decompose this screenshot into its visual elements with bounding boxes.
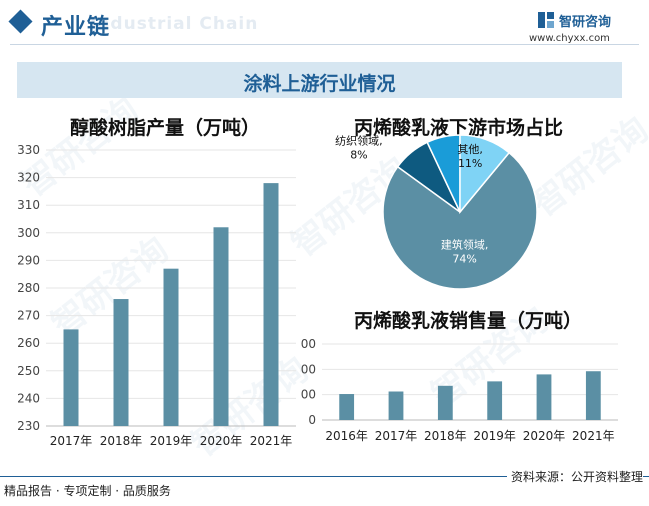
- pie-slice-label: 建筑领域,: [441, 238, 489, 252]
- footer-divider: [0, 476, 649, 477]
- y-tick-label: 400: [300, 362, 316, 376]
- y-tick-label: 310: [17, 198, 40, 212]
- y-tick-label: 200: [300, 388, 316, 402]
- y-tick-label: 260: [17, 336, 40, 350]
- resin-chart-title: 醇酸树脂产量（万吨）: [70, 117, 261, 139]
- y-tick-label: 230: [17, 419, 40, 433]
- x-tick-label: 2017年: [50, 434, 93, 448]
- x-tick-label: 2021年: [250, 434, 293, 448]
- pie-slice-label: 纺织领域,: [335, 134, 383, 148]
- y-tick-label: 600: [300, 337, 316, 351]
- pie-slice-percent: 8%: [350, 149, 367, 162]
- x-tick-label: 2019年: [473, 429, 516, 443]
- pie-slice-percent: 11%: [458, 157, 482, 170]
- diamond-icon: [8, 9, 33, 34]
- pie-slice-label: 其他,: [457, 143, 483, 156]
- y-tick-label: 320: [17, 171, 40, 185]
- y-tick-label: 240: [17, 391, 40, 405]
- pie-slice-percent: 74%: [452, 253, 476, 266]
- emulsion-share-pie-chart: 建筑领域,74%纺织领域,8%包装领域,7%其他,11%: [335, 134, 538, 290]
- data-source: 资料来源：公开资料整理: [506, 468, 643, 485]
- x-tick-label: 2017年: [375, 429, 418, 443]
- bar: [113, 299, 129, 426]
- x-tick-label: 2020年: [523, 429, 566, 443]
- brand-url: www.chyxx.com: [529, 33, 610, 44]
- brand: 智研咨询 www.chyxx.com: [529, 6, 639, 44]
- y-tick-label: 270: [17, 309, 40, 323]
- header-divider: [10, 44, 639, 45]
- x-tick-label: 2018年: [100, 434, 143, 448]
- pie-chart-title: 丙烯酸乳液下游市场占比: [354, 117, 564, 139]
- bar: [263, 183, 279, 426]
- bar: [63, 329, 79, 426]
- x-tick-label: 2019年: [150, 434, 193, 448]
- bar: [487, 381, 503, 420]
- footer-slogan: 精品报告 · 专项定制 · 品质服务: [4, 484, 171, 498]
- x-tick-label: 2016年: [325, 429, 368, 443]
- bar: [213, 227, 229, 426]
- brand-name: 智研咨询: [559, 15, 612, 30]
- x-tick-label: 2018年: [424, 429, 467, 443]
- bar: [339, 394, 355, 420]
- resin-production-chart: 230 240 250 260 270 280 290 300 310 320 330 2017年 20…: [17, 143, 296, 448]
- y-tick-label: 290: [17, 253, 40, 267]
- x-tick-label: 2020年: [200, 434, 243, 448]
- sales-chart-title: 丙烯酸乳液销售量（万吨）: [354, 310, 583, 332]
- y-tick-label: 280: [17, 281, 40, 295]
- bar: [437, 385, 453, 420]
- page-title: 产业链: [41, 15, 111, 40]
- pie-slice: [459, 134, 511, 215]
- y-tick-label: 0: [308, 413, 316, 427]
- section-title: 涂料上游行业情况: [243, 73, 396, 95]
- section-banner: 涂料上游行业情况: [17, 62, 622, 98]
- emulsion-sales-chart: 0 200 400 600 2016年 2017年 2018年 2019年 2020年 2021年: [300, 337, 618, 443]
- bar: [585, 371, 601, 420]
- y-tick-label: 330: [17, 143, 40, 157]
- bar: [536, 374, 552, 420]
- header-ghost-text: Industrial Chain: [90, 14, 259, 34]
- page-header: Industrial Chain 产业链 智研咨询 www.chyxx.com: [0, 0, 649, 48]
- brand-logo-icon: [538, 12, 554, 28]
- pie-slice: [382, 151, 538, 290]
- x-tick-label: 2021年: [572, 429, 615, 443]
- bar: [388, 391, 404, 420]
- y-tick-label: 250: [17, 364, 40, 378]
- y-tick-label: 300: [17, 226, 40, 240]
- page-footer: 资料来源：公开资料整理 精品报告 · 专项定制 · 品质服务: [0, 462, 649, 506]
- bar: [163, 268, 179, 426]
